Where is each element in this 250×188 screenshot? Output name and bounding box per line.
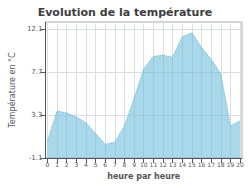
svg-text:17: 17 xyxy=(207,161,215,168)
svg-text:1: 1 xyxy=(55,161,59,168)
svg-text:15: 15 xyxy=(188,161,196,168)
svg-text:-1.1: -1.1 xyxy=(29,154,43,162)
svg-text:11: 11 xyxy=(150,161,158,168)
svg-text:9: 9 xyxy=(132,161,136,168)
svg-text:5: 5 xyxy=(94,161,98,168)
svg-text:6: 6 xyxy=(103,161,107,168)
svg-text:12.1: 12.1 xyxy=(27,25,43,33)
svg-text:18: 18 xyxy=(217,161,225,168)
svg-text:Evolution de la température: Evolution de la température xyxy=(38,6,213,19)
svg-text:heure par heure: heure par heure xyxy=(107,172,181,181)
svg-text:12: 12 xyxy=(159,161,167,168)
svg-text:13: 13 xyxy=(169,161,177,168)
svg-text:16: 16 xyxy=(198,161,206,168)
svg-text:4: 4 xyxy=(84,161,88,168)
svg-text:10: 10 xyxy=(140,161,148,168)
svg-text:7: 7 xyxy=(113,161,117,168)
svg-text:20: 20 xyxy=(236,161,244,168)
svg-text:Température en °C: Température en °C xyxy=(7,52,17,129)
svg-text:3: 3 xyxy=(74,161,78,168)
svg-text:0: 0 xyxy=(45,161,49,168)
svg-text:3.3: 3.3 xyxy=(31,111,42,119)
svg-text:7.7: 7.7 xyxy=(31,68,42,76)
svg-text:8: 8 xyxy=(123,161,127,168)
svg-text:14: 14 xyxy=(178,161,186,168)
svg-text:19: 19 xyxy=(227,161,235,168)
svg-text:2: 2 xyxy=(65,161,69,168)
